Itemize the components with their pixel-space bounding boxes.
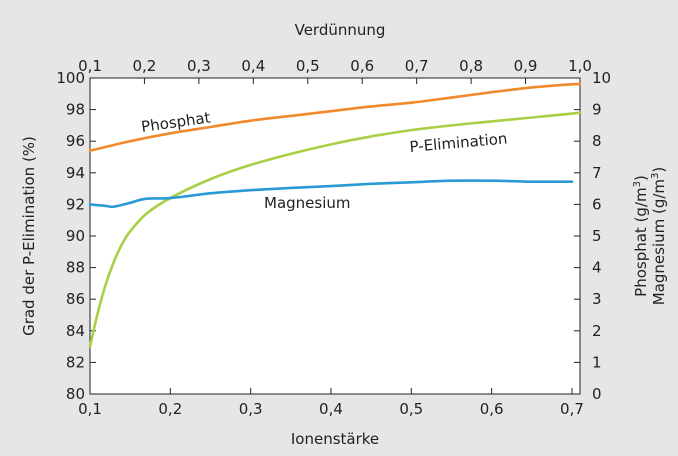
right-tick-label: 10 — [592, 69, 611, 87]
left-tick-label: 86 — [66, 290, 85, 308]
top-tick-label: 0,4 — [241, 57, 265, 75]
bottom-tick-label: 0,5 — [399, 400, 423, 418]
left-tick-label: 96 — [66, 132, 85, 150]
top-tick-label: 0,8 — [459, 57, 483, 75]
left-tick-label: 82 — [66, 353, 85, 371]
top-tick-label: 0,6 — [350, 57, 374, 75]
series-layer — [88, 82, 582, 348]
plot-area — [89, 77, 581, 395]
right-tick-label: 9 — [592, 101, 602, 119]
right-axis-title-magnesium-text: Magnesium (g/m — [650, 179, 668, 305]
top-tick-label: 0,3 — [187, 57, 211, 75]
top-tick-label: 0,9 — [514, 57, 538, 75]
top-tick-label: 1,0 — [568, 57, 592, 75]
series-line-phosphat — [88, 82, 582, 152]
series-label-magnesium: Magnesium — [264, 194, 351, 212]
right-tick-label: 5 — [592, 227, 602, 245]
right-axis-title-phosphat: Phosphat (g/m3) — [632, 175, 650, 297]
left-tick-label: 98 — [66, 101, 85, 119]
bottom-tick-label: 0,3 — [239, 400, 263, 418]
right-axis-title-magnesium: Magnesium (g/m3) — [650, 167, 668, 306]
right-tick-label: 8 — [592, 132, 602, 150]
right-tick-label: 4 — [592, 259, 602, 277]
right-axis-title-phosphat-close: ) — [632, 175, 650, 181]
ticks-layer: 0,1 0,2 0,3 0,4 0,5 0,6 0,7 0,1 0,2 0,3 0,4 0,5 0,6 0… — [56, 57, 611, 418]
top-tick-label: 0,1 — [78, 57, 102, 75]
bottom-tick-label: 0,1 — [78, 400, 102, 418]
right-tick-label: 2 — [592, 322, 602, 340]
right-axis-title-magnesium-close: ) — [650, 167, 668, 173]
top-tick-label: 0,7 — [405, 57, 429, 75]
right-tick-label: 3 — [592, 290, 602, 308]
right-tick-label: 6 — [592, 195, 602, 213]
left-axis-title: Grad der P-Elimination (%) — [20, 136, 38, 336]
left-tick-label: 84 — [66, 322, 85, 340]
right-tick-label: 7 — [592, 164, 602, 182]
right-axis-title-phosphat-sup: 3 — [632, 181, 643, 187]
bottom-tick-label: 0,2 — [158, 400, 182, 418]
left-tick-label: 92 — [66, 195, 85, 213]
right-axis-title-phosphat-text: Phosphat (g/m — [632, 187, 650, 296]
left-tick-label: 88 — [66, 259, 85, 277]
bottom-tick-label: 0,4 — [319, 400, 343, 418]
left-tick-label: 90 — [66, 227, 85, 245]
series-line-magnesium — [88, 179, 574, 209]
left-tick-label: 80 — [66, 385, 85, 403]
top-axis-title: Verdünnung — [295, 21, 386, 39]
right-axis-title-magnesium-sup: 3 — [650, 173, 661, 179]
bottom-tick-label: 0,6 — [480, 400, 504, 418]
top-tick-label: 0,5 — [296, 57, 320, 75]
series-line-p-elimination — [88, 111, 582, 348]
bottom-axis-title: Ionenstärke — [291, 430, 379, 448]
left-tick-label: 100 — [56, 69, 85, 87]
bottom-tick-label: 0,7 — [560, 400, 584, 418]
top-tick-label: 0,2 — [133, 57, 157, 75]
right-tick-label: 0 — [592, 385, 602, 403]
left-tick-label: 94 — [66, 164, 85, 182]
right-tick-label: 1 — [592, 353, 602, 371]
